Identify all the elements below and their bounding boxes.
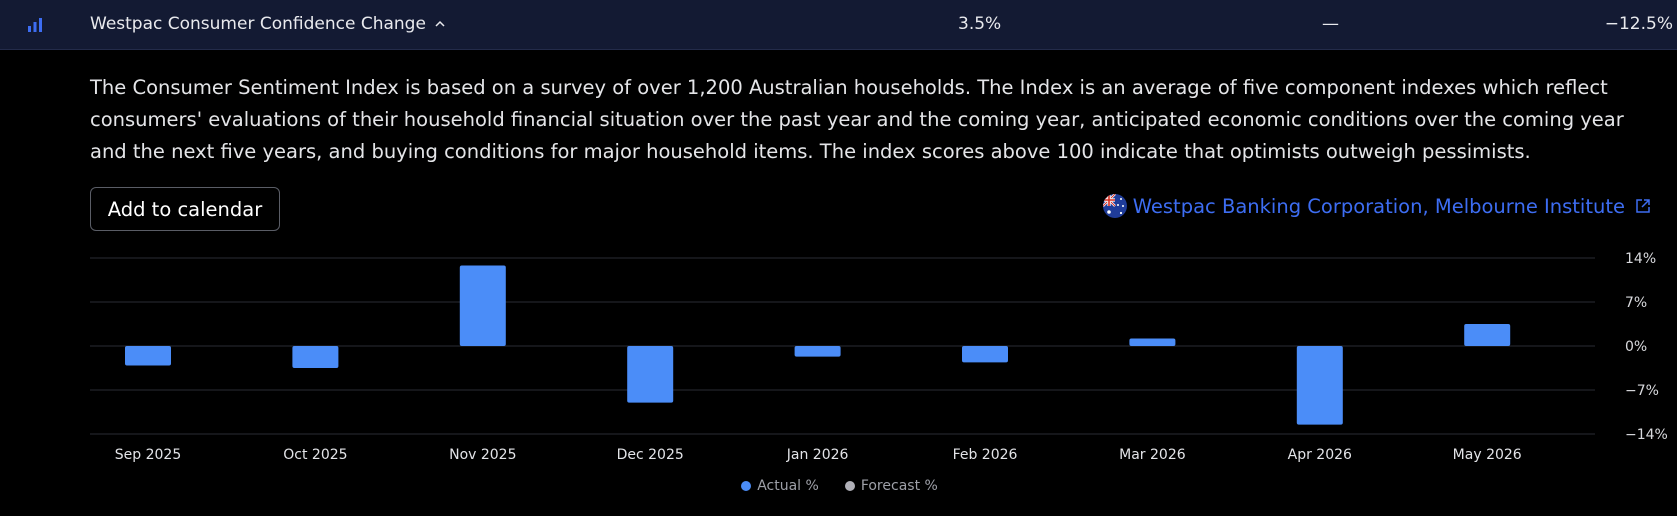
x-tick-label: Sep 2025 [115, 447, 181, 463]
chart-legend: Actual % Forecast % [0, 478, 1677, 494]
bar-may-2026[interactable] [1464, 324, 1511, 346]
source-link[interactable]: Westpac Banking Corporation, Melbourne I… [1102, 194, 1651, 218]
x-tick-label: Nov 2025 [449, 447, 516, 463]
legend-dot-forecast [844, 481, 855, 491]
bar-apr-2026[interactable] [1296, 346, 1343, 425]
bar-sep-2025[interactable] [125, 346, 171, 366]
legend-item-forecast[interactable]: Forecast % [844, 478, 938, 494]
legend-label-forecast: Forecast % [860, 478, 938, 494]
x-tick-label: Mar 2026 [1119, 447, 1186, 463]
y-tick-label: 0% [1625, 339, 1647, 355]
bar-feb-2026[interactable] [962, 346, 1008, 363]
y-tick-label: 7% [1625, 295, 1647, 311]
y-tick-label: −7% [1625, 383, 1659, 399]
forecast-value: — [1322, 14, 1339, 34]
bar-mar-2026[interactable] [1129, 338, 1176, 346]
indicator-header-row[interactable]: Westpac Consumer Confidence Change 3.5% … [0, 0, 1677, 50]
actual-value: 3.5% [958, 14, 1002, 34]
bar-dec-2025[interactable] [627, 346, 674, 403]
legend-label-actual: Actual % [757, 478, 819, 494]
x-tick-label: Jan 2026 [786, 447, 849, 463]
x-tick-label: Dec 2025 [617, 447, 684, 463]
y-tick-label: 14% [1625, 251, 1656, 267]
australia-flag-icon [1102, 194, 1127, 218]
bar-chart-icon [28, 18, 42, 32]
bar-nov-2025[interactable] [459, 265, 506, 346]
indicator-title-text: Westpac Consumer Confidence Change [90, 14, 426, 34]
x-tick-label: Feb 2026 [953, 447, 1018, 463]
indicator-title[interactable]: Westpac Consumer Confidence Change [90, 14, 446, 34]
bar-oct-2025[interactable] [292, 346, 339, 368]
chevron-up-icon[interactable] [434, 18, 446, 30]
legend-dot-actual [741, 481, 752, 491]
x-tick-label: Apr 2026 [1288, 447, 1352, 463]
external-link-icon [1636, 199, 1650, 213]
indicator-description: The Consumer Sentiment Index is based on… [90, 76, 1624, 163]
prior-value: −12.5% [1604, 14, 1673, 34]
source-link-text: Westpac Banking Corporation, Melbourne I… [1132, 194, 1625, 218]
bar-jan-2026[interactable] [794, 346, 841, 357]
x-tick-label: May 2026 [1453, 447, 1522, 463]
y-tick-label: −14% [1625, 427, 1668, 443]
bar-chart: 14% 7% 0% −7% −14% Sep 2025 Oct 2025 Nov 2025 De… [90, 251, 1668, 463]
add-to-calendar-button[interactable]: Add to calendar [90, 187, 280, 231]
legend-item-actual[interactable]: Actual % [741, 478, 819, 494]
x-tick-label: Oct 2025 [283, 447, 347, 463]
